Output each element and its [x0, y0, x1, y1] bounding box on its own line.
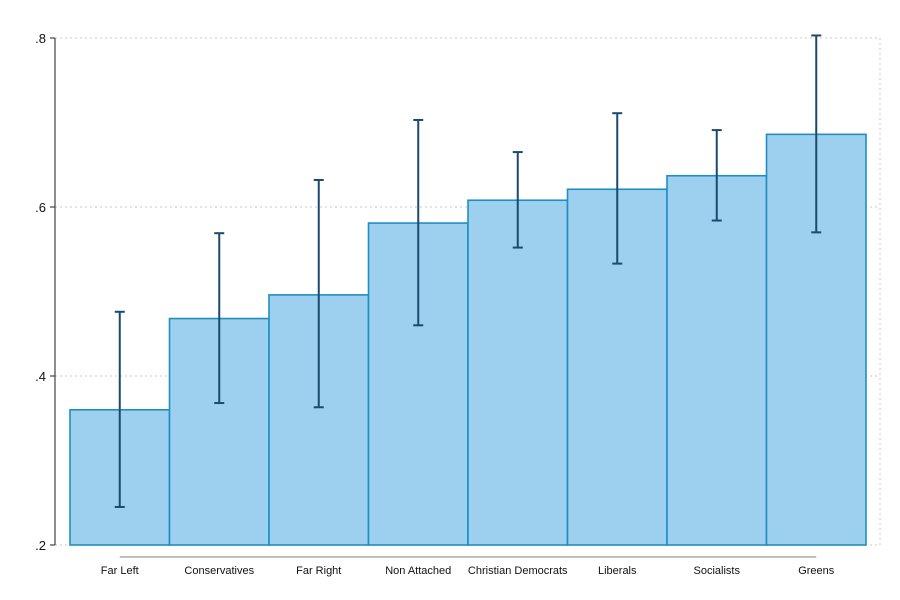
y-tick-label: .8 — [35, 31, 46, 46]
x-tick-label: Socialists — [694, 565, 741, 577]
axes — [50, 37, 817, 558]
y-tick-label: .6 — [35, 200, 46, 215]
x-tick-label: Conservatives — [184, 565, 254, 577]
bar — [467, 199, 569, 546]
x-tick-label: Liberals — [598, 565, 637, 577]
bar — [666, 174, 768, 546]
error-bars — [114, 34, 822, 508]
x-tick-label: Far Right — [296, 565, 341, 577]
bars — [69, 133, 867, 546]
y-tick-label: .2 — [35, 538, 46, 553]
labels: .2 .4 .6 .8 Far Left Conservatives Far Right No… — [35, 31, 835, 577]
x-tick-label: Greens — [798, 565, 835, 577]
y-tick-label: .4 — [35, 369, 46, 384]
x-tick-label: Christian Democrats — [468, 565, 568, 577]
x-tick-label: Non Attached — [385, 565, 451, 577]
x-tick-label: Far Left — [101, 565, 139, 577]
